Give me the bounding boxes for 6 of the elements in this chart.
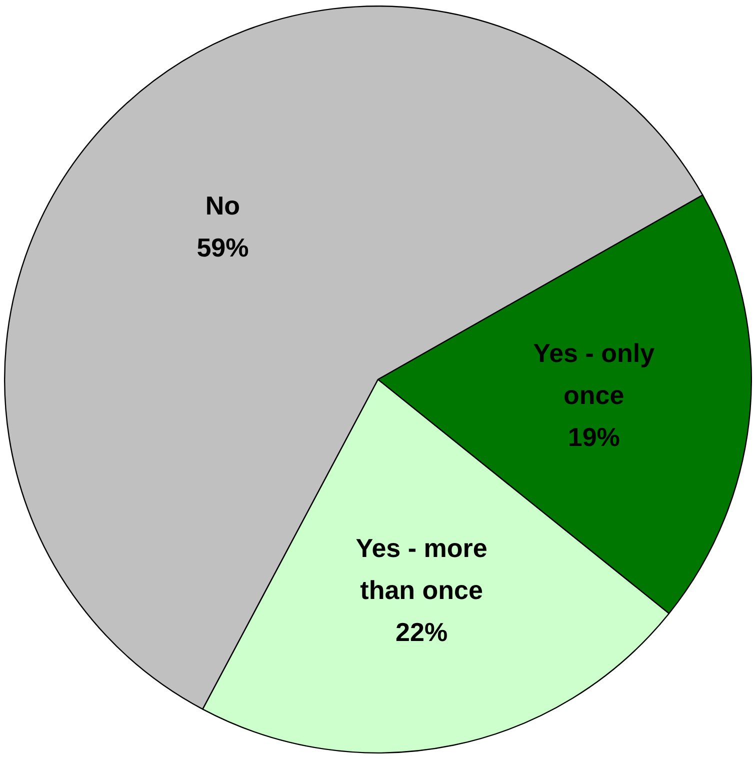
slice-label: Yes - only once <box>533 338 656 410</box>
slice-label: Yes - more than once <box>356 532 488 605</box>
data-label: 19% <box>568 422 620 452</box>
data-label: 22% <box>396 616 448 647</box>
data-label: 59% <box>196 232 249 263</box>
slice-label: No <box>205 190 240 221</box>
